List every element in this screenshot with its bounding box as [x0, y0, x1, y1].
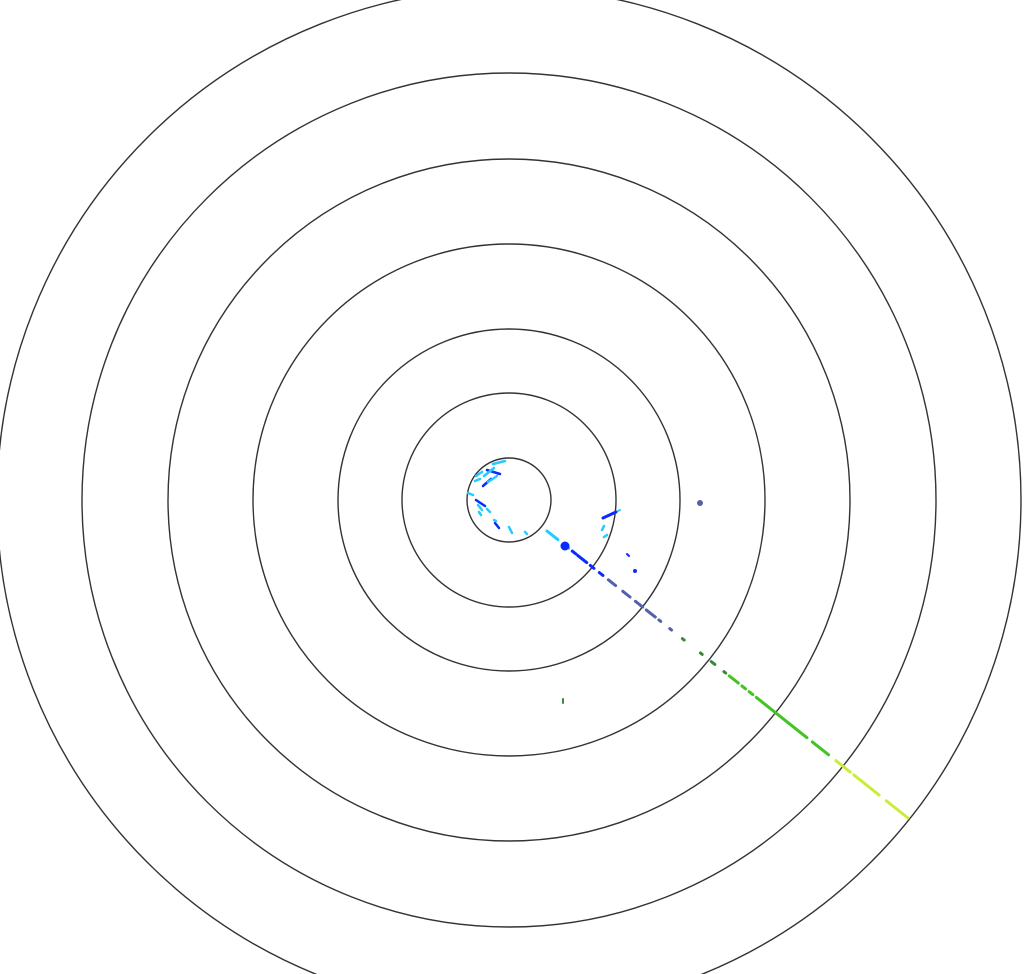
isolated-hit — [626, 553, 630, 557]
inner-cluster-hit — [476, 503, 484, 512]
track-hit — [747, 690, 755, 697]
detector-ring-1 — [466, 457, 552, 543]
track-hit — [680, 637, 686, 642]
inner-cluster-hit — [507, 525, 514, 535]
track-hit — [722, 670, 728, 675]
detector-ring-3 — [337, 328, 681, 672]
inner-cluster-hit — [474, 498, 487, 508]
inner-cluster-hit — [491, 459, 507, 466]
detector-ring-6 — [81, 72, 937, 928]
detector-hits — [466, 459, 910, 820]
track-hit — [633, 599, 645, 609]
inner-cluster-hit — [523, 530, 529, 536]
track-hit — [545, 529, 560, 542]
ring2-hit — [600, 524, 606, 532]
inner-cluster-hit — [485, 507, 492, 514]
track-hit — [606, 578, 618, 588]
detector-ring-5 — [167, 158, 851, 842]
track-hit — [621, 589, 632, 599]
ring2-hit — [602, 533, 609, 539]
track-hit — [884, 799, 910, 820]
track-hit — [754, 695, 809, 740]
track-hit — [597, 571, 605, 577]
track-hit — [644, 608, 657, 619]
detector-ring-4 — [252, 243, 766, 757]
inner-cluster-hit — [466, 491, 475, 497]
isolated-hit — [633, 569, 637, 573]
track-hit — [852, 773, 881, 797]
track-hit — [576, 553, 589, 565]
detector-ring-2 — [401, 392, 617, 608]
track-hit — [709, 660, 717, 666]
track-hit — [727, 674, 740, 685]
isolated-hit — [697, 500, 703, 506]
inner-cluster-hit — [486, 474, 499, 484]
inner-cluster-hit — [493, 521, 501, 530]
track-hit — [698, 651, 704, 656]
track-hit — [570, 549, 578, 556]
track-hit — [588, 563, 596, 570]
track-hit-cluster — [560, 541, 570, 551]
track-hit — [834, 759, 852, 774]
track-hit — [657, 618, 663, 623]
inner-cluster-hit — [482, 466, 496, 478]
inner-cluster-hit — [477, 510, 483, 517]
ring2-hit — [601, 510, 618, 520]
track-hit — [740, 684, 748, 691]
inner-cluster-hit — [492, 518, 498, 523]
track-hit — [810, 740, 831, 757]
ring2-hit — [617, 509, 621, 512]
track-hit — [668, 627, 674, 632]
inner-cluster-hit — [474, 470, 484, 478]
inner-cluster-hit — [473, 477, 482, 483]
